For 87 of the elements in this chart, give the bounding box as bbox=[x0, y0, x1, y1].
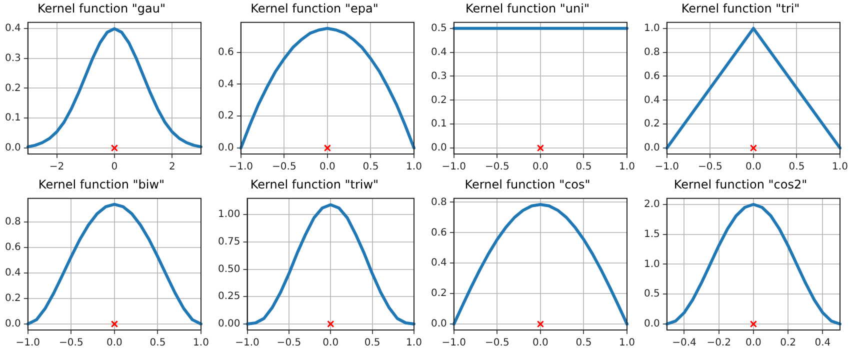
x-tick-label: −0.5 bbox=[698, 162, 722, 173]
y-tick-label: 0.8 bbox=[644, 46, 660, 58]
y-tick-label: 0.4 bbox=[218, 78, 234, 90]
y-tick-label: 0.0 bbox=[4, 142, 21, 154]
x-tick-label: −0.5 bbox=[485, 338, 510, 349]
y-tick-label: 0.5 bbox=[644, 288, 660, 300]
x-tick-label: −0.5 bbox=[59, 338, 84, 349]
y-tick-label: 0.4 bbox=[430, 46, 447, 58]
y-tick-label: 0.2 bbox=[430, 94, 447, 106]
chart-title: Kernel function "cos" bbox=[464, 177, 590, 192]
x-tick-label: −0.2 bbox=[706, 338, 731, 349]
y-tick-label: 0.2 bbox=[430, 288, 447, 300]
x-tick-label: −0.5 bbox=[485, 162, 510, 173]
y-tick-label: 0.8 bbox=[430, 196, 447, 208]
x-tick-label: 0.5 bbox=[364, 338, 380, 349]
x-tick-label: 1.0 bbox=[832, 162, 848, 173]
y-tick-label: 0.3 bbox=[4, 52, 21, 64]
chart-title: Kernel function "tri" bbox=[681, 1, 800, 16]
x-tick-label: 1.0 bbox=[619, 338, 635, 349]
x-tick-label: 0.0 bbox=[532, 162, 548, 173]
x-tick-label: −2 bbox=[49, 162, 64, 173]
y-tick-label: 0.0 bbox=[4, 318, 21, 330]
y-tick-label: 0.0 bbox=[644, 142, 660, 154]
x-tick-label: −0.5 bbox=[276, 338, 302, 349]
y-tick-label: 0.2 bbox=[644, 118, 660, 130]
y-tick-label: 1.0 bbox=[644, 258, 660, 270]
y-tick-label: 0.6 bbox=[218, 46, 234, 58]
y-tick-label: 0.8 bbox=[4, 216, 21, 228]
chart-title: Kernel function "uni" bbox=[466, 1, 590, 16]
x-tick-label: 0.0 bbox=[106, 338, 122, 349]
x-tick-label: 0.5 bbox=[576, 162, 592, 173]
x-tick-label: 0.5 bbox=[150, 338, 166, 349]
x-tick-label: −1.0 bbox=[442, 338, 466, 349]
chart-title: Kernel function "cos2" bbox=[674, 177, 808, 192]
y-tick-label: 0.6 bbox=[644, 70, 660, 82]
y-tick-label: 2.0 bbox=[644, 198, 660, 210]
x-tick-label: 0.0 bbox=[746, 162, 762, 173]
y-tick-label: 1.00 bbox=[218, 209, 240, 220]
y-tick-label: 1.0 bbox=[644, 22, 660, 34]
x-tick-label: 0.5 bbox=[576, 338, 592, 349]
y-tick-label: 0.3 bbox=[430, 70, 447, 82]
x-tick-label: 0.2 bbox=[780, 338, 796, 349]
y-tick-label: 0.2 bbox=[4, 293, 21, 304]
y-tick-label: 0.0 bbox=[430, 318, 447, 330]
x-tick-label: 1.0 bbox=[406, 338, 422, 349]
x-tick-label: 0.0 bbox=[532, 338, 548, 349]
x-tick-label: 0.5 bbox=[788, 162, 805, 173]
x-tick-label: −0.5 bbox=[272, 162, 296, 173]
x-tick-label: 0.0 bbox=[322, 338, 339, 349]
y-tick-label: 0.50 bbox=[218, 264, 240, 275]
y-tick-label: 0.75 bbox=[218, 236, 240, 248]
y-tick-label: 0.2 bbox=[218, 110, 234, 122]
chart-title: Kernel function "epa" bbox=[250, 1, 378, 16]
y-tick-label: 0.0 bbox=[218, 142, 234, 154]
y-tick-label: 0.0 bbox=[430, 142, 447, 154]
x-tick-label: −1.0 bbox=[16, 338, 40, 349]
y-tick-label: 0.0 bbox=[644, 318, 660, 330]
x-tick-label: −1.0 bbox=[228, 162, 254, 173]
y-tick-label: 0.5 bbox=[430, 22, 447, 34]
y-tick-label: 0.4 bbox=[430, 258, 447, 269]
chart-title: Kernel function "gau" bbox=[38, 1, 166, 16]
y-tick-label: 0.4 bbox=[644, 94, 660, 106]
y-tick-label: 0.6 bbox=[430, 227, 447, 238]
x-tick-label: −1.0 bbox=[654, 162, 680, 173]
x-tick-label: 0.0 bbox=[320, 162, 336, 173]
y-tick-label: 0.2 bbox=[4, 82, 21, 94]
chart-title: Kernel function "triw" bbox=[250, 177, 379, 192]
y-tick-label: 0.4 bbox=[4, 268, 21, 279]
y-tick-label: 0.6 bbox=[4, 242, 21, 254]
x-tick-label: 0.4 bbox=[814, 338, 831, 349]
x-tick-label: −1.0 bbox=[235, 338, 260, 349]
y-tick-label: 0.1 bbox=[430, 118, 447, 130]
y-tick-label: 1.5 bbox=[644, 228, 660, 240]
x-tick-label: −1.0 bbox=[442, 162, 466, 173]
x-tick-label: 0 bbox=[111, 162, 118, 173]
y-tick-label: 0.4 bbox=[4, 22, 21, 34]
x-tick-label: 1.0 bbox=[193, 338, 209, 349]
x-tick-label: 1.0 bbox=[619, 162, 635, 173]
x-tick-label: 1.0 bbox=[406, 162, 422, 173]
y-tick-label: 0.00 bbox=[218, 318, 240, 330]
x-tick-label: −0.4 bbox=[672, 338, 696, 349]
y-tick-label: 0.1 bbox=[4, 112, 21, 124]
y-tick-label: 0.25 bbox=[218, 291, 240, 302]
x-tick-label: 0.5 bbox=[362, 162, 379, 173]
chart-title: Kernel function "biw" bbox=[38, 177, 165, 192]
x-tick-label: 0.0 bbox=[746, 338, 762, 349]
x-tick-label: 2 bbox=[168, 162, 176, 173]
